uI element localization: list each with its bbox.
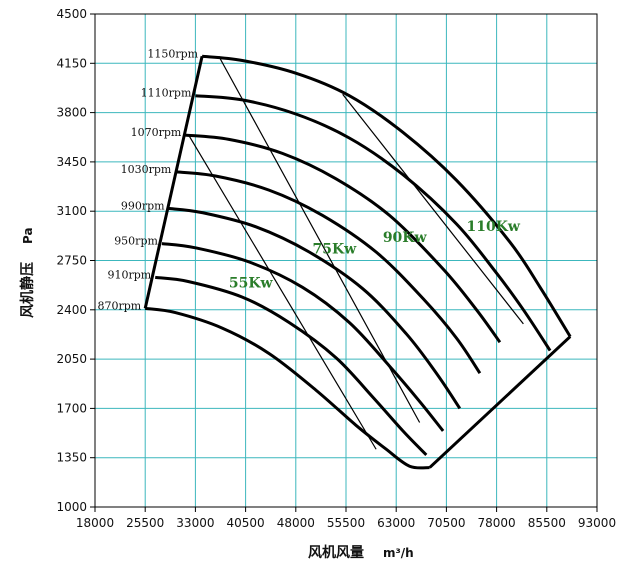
boundary-left	[143, 55, 204, 309]
rpm-label: 910rpm	[108, 268, 152, 281]
rpm-curve-950rpm	[161, 242, 445, 432]
rpm-curve-1030rpm	[175, 170, 482, 375]
rpm-label: 1070rpm	[131, 126, 182, 139]
power-line-75Kw	[218, 55, 421, 423]
y-tick-label: 4500	[56, 7, 87, 21]
x-axis-title: 风机风量	[308, 544, 364, 561]
boundary-right	[428, 335, 572, 469]
x-tick-label: 48000	[277, 516, 315, 530]
grid-lines	[95, 14, 597, 507]
y-tick-label: 4150	[56, 56, 87, 70]
y-tick-label: 2400	[56, 303, 87, 317]
x-axis-unit: m³/h	[383, 546, 414, 560]
x-tick-label: 70500	[427, 516, 465, 530]
x-tick-label: 85500	[528, 516, 566, 530]
rpm-curve-870rpm	[144, 306, 430, 470]
rpm-curve-1110rpm	[195, 94, 552, 352]
x-tick-label: 78000	[478, 516, 516, 530]
rpm-label: 990rpm	[121, 199, 165, 212]
x-tick-label: 93000	[578, 516, 616, 530]
rpm-label: 950rpm	[114, 235, 158, 248]
y-tick-label: 1000	[56, 500, 87, 514]
y-axis-unit: Pa	[21, 227, 35, 244]
power-label: 90Kw	[383, 230, 428, 246]
rpm-curve-990rpm	[168, 206, 462, 410]
y-tick-label: 3450	[56, 155, 87, 169]
y-tick-label: 3100	[56, 204, 87, 218]
y-tick-label: 1350	[56, 451, 87, 465]
power-label: 75Kw	[313, 241, 358, 257]
y-tick-label: 1700	[56, 401, 87, 415]
x-tick-label: 40500	[227, 516, 265, 530]
rpm-label: 1110rpm	[141, 87, 192, 100]
rpm-curves	[143, 54, 572, 470]
y-tick-label: 3800	[56, 106, 87, 120]
tick-labels: 18000 25500 33000 40500 48000 55500 63000 70500…	[56, 7, 616, 530]
y-tick-label: 2050	[56, 352, 87, 366]
x-tick-label: 33000	[176, 516, 214, 530]
power-lines	[188, 55, 524, 450]
rpm-label: 1150rpm	[147, 47, 198, 60]
rpm-curve-910rpm	[155, 275, 428, 456]
y-axis-title: 风机静压	[19, 262, 36, 318]
power-line-90Kw	[342, 93, 524, 325]
power-label: 55Kw	[229, 275, 274, 291]
plot-frame	[94, 13, 598, 508]
power-line-55Kw	[188, 134, 377, 450]
x-tick-label: 25500	[126, 516, 164, 530]
rpm-curve-1150rpm	[201, 54, 572, 338]
rpm-label: 870rpm	[97, 299, 141, 312]
x-tick-label: 55500	[327, 516, 365, 530]
y-tick-label: 2750	[56, 254, 87, 268]
power-label: 110Kw	[466, 219, 520, 235]
rpm-label: 1030rpm	[121, 163, 172, 176]
rpm-curve-1070rpm	[185, 133, 502, 344]
x-tick-label: 63000	[377, 516, 415, 530]
x-tick-label: 18000	[76, 516, 114, 530]
chart-labels: 1150rpm 1110rpm 1070rpm 1030rpm 990rpm 950rpm…	[97, 47, 520, 312]
